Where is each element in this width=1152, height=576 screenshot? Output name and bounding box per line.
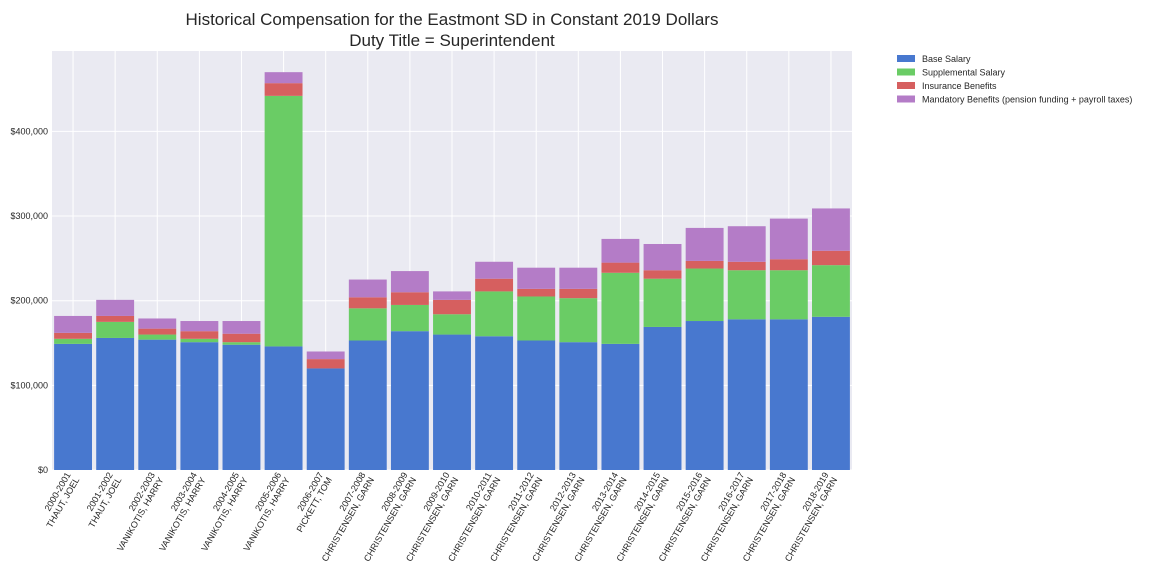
legend-swatch: [897, 82, 915, 89]
y-tick-label: $400,000: [10, 126, 48, 136]
bar-segment-insurance-1: [96, 315, 135, 322]
y-tick-label: $300,000: [10, 211, 48, 221]
bar-segment-insurance-12: [559, 288, 598, 299]
bar-segment-supplemental-12: [559, 298, 598, 343]
bar-segment-mandatory-3: [180, 321, 219, 332]
legend-swatch: [897, 95, 915, 103]
bar-segment-supplemental-8: [390, 304, 429, 332]
bar-segment-insurance-14: [643, 270, 682, 279]
legend-swatch: [897, 55, 915, 62]
bar-segment-supplemental-18: [812, 265, 850, 317]
bar-segment-supplemental-14: [643, 278, 682, 327]
legend-swatch: [897, 68, 915, 76]
bar-segment-supplemental-4: [222, 342, 261, 345]
bar-segment-insurance-10: [475, 278, 514, 292]
chart-subtitle: Duty Title = Superintendent: [349, 31, 555, 50]
bar-segment-base-4: [222, 344, 261, 470]
bar-segment-mandatory-9: [433, 291, 471, 300]
bar-segment-mandatory-1: [96, 299, 135, 316]
bar-segment-supplemental-16: [727, 270, 766, 320]
bar-segment-supplemental-15: [685, 268, 724, 322]
legend-label: Mandatory Benefits (pension funding + pa…: [922, 95, 1132, 105]
bar-segment-insurance-15: [685, 260, 724, 269]
bar-segment-insurance-16: [727, 261, 766, 271]
bar-segment-insurance-0: [54, 332, 92, 339]
bar-segment-supplemental-11: [517, 296, 556, 341]
bar-segment-base-15: [685, 321, 724, 470]
bar-segment-base-3: [180, 342, 219, 470]
bar-segment-insurance-17: [769, 259, 808, 271]
bar-segment-base-1: [96, 337, 135, 470]
y-axis-ticks: $0 $100,000 $200,000 $300,000 $400,000: [10, 126, 48, 475]
bar-segment-base-2: [138, 339, 177, 470]
legend-label: Base Salary: [922, 54, 971, 64]
bar-segment-supplemental-10: [475, 291, 514, 337]
y-tick-label: $0: [38, 465, 48, 475]
bars: [54, 72, 850, 470]
bar-segment-supplemental-1: [96, 321, 135, 338]
bar-segment-mandatory-5: [264, 72, 303, 84]
bar-segment-supplemental-0: [54, 338, 92, 344]
bar-segment-base-8: [390, 331, 429, 470]
legend: Base Salary Supplemental Salary Insurance …: [897, 54, 1132, 105]
bar-segment-insurance-3: [180, 331, 219, 339]
bar-segment-mandatory-10: [475, 261, 514, 279]
bar-segment-supplemental-5: [264, 95, 303, 347]
bar-segment-insurance-5: [264, 83, 303, 96]
y-tick-label: $100,000: [10, 380, 48, 390]
bar-segment-base-6: [306, 368, 345, 470]
bar-segment-mandatory-0: [54, 315, 92, 333]
bar-segment-mandatory-8: [390, 271, 429, 293]
bar-segment-base-14: [643, 326, 682, 470]
bar-segment-base-16: [727, 319, 766, 470]
bar-segment-base-9: [433, 334, 471, 470]
bar-segment-base-5: [264, 346, 303, 470]
bar-segment-mandatory-12: [559, 267, 598, 289]
bar-segment-mandatory-11: [517, 267, 556, 289]
bar-segment-mandatory-14: [643, 243, 682, 271]
bar-segment-mandatory-4: [222, 321, 261, 334]
bar-segment-mandatory-2: [138, 318, 177, 329]
bar-segment-base-10: [475, 336, 514, 470]
bar-segment-insurance-2: [138, 328, 177, 335]
bar-segment-mandatory-16: [727, 226, 766, 262]
bar-segment-supplemental-13: [601, 272, 640, 344]
bar-segment-insurance-7: [348, 297, 387, 309]
bar-segment-base-7: [348, 340, 387, 470]
bar-segment-mandatory-17: [769, 218, 808, 260]
bar-segment-insurance-11: [517, 288, 556, 297]
bar-segment-supplemental-2: [138, 334, 177, 340]
bar-segment-insurance-6: [306, 359, 345, 369]
bar-segment-mandatory-18: [812, 208, 850, 251]
y-tick-label: $200,000: [10, 296, 48, 306]
bar-segment-insurance-13: [601, 262, 640, 273]
bar-segment-insurance-18: [812, 250, 850, 266]
bar-segment-mandatory-6: [306, 351, 345, 360]
bar-segment-base-0: [54, 343, 92, 470]
legend-label: Supplemental Salary: [922, 68, 1006, 78]
bar-segment-supplemental-3: [180, 338, 219, 343]
bar-segment-supplemental-9: [433, 314, 471, 335]
chart-title: Historical Compensation for the Eastmont…: [186, 10, 719, 29]
bar-segment-mandatory-7: [348, 279, 387, 298]
bar-segment-supplemental-7: [348, 308, 387, 341]
bar-segment-base-18: [812, 316, 850, 470]
bar-segment-base-12: [559, 342, 598, 470]
bar-segment-mandatory-15: [685, 227, 724, 261]
bar-segment-base-13: [601, 343, 640, 470]
bar-segment-supplemental-17: [769, 270, 808, 320]
bar-segment-base-17: [769, 319, 808, 470]
bar-segment-base-11: [517, 340, 556, 470]
bar-segment-insurance-4: [222, 333, 261, 343]
legend-label: Insurance Benefits: [922, 81, 997, 91]
bar-segment-insurance-9: [433, 299, 471, 315]
bar-segment-insurance-8: [390, 292, 429, 305]
bar-segment-mandatory-13: [601, 238, 640, 263]
